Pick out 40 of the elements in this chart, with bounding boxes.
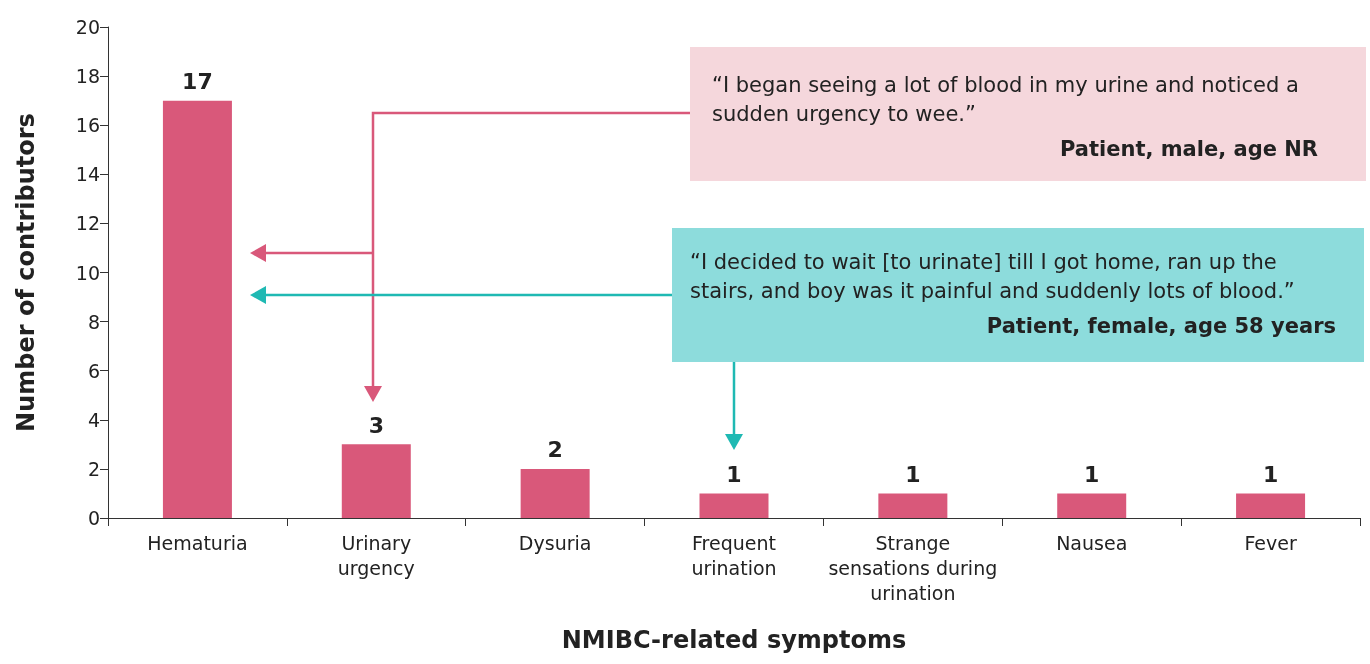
- y-tick-label: 2: [87, 457, 100, 480]
- data-label: 3: [368, 412, 384, 438]
- bar: [1236, 493, 1306, 518]
- x-axis-title: NMIBC-related symptoms: [561, 626, 907, 654]
- bar: [1057, 493, 1127, 518]
- bar: [520, 468, 590, 518]
- x-tick-label: Nausea: [1056, 531, 1128, 554]
- callout-box: “I decided to wait [to urinate] till I got home, ran up the stairs, and boy was it painful and suddenly lots of blood.” Patient, female, age 58 years: [672, 228, 1364, 362]
- y-tick-label: 6: [87, 359, 100, 382]
- annotation: “I began seeing a lot of blood in my urine and noticed a sudden urgency to wee.”: [712, 72, 1300, 128]
- y-tick-label: 14: [75, 163, 100, 186]
- x-tick-label: Hematuria: [147, 531, 248, 554]
- data-label: 1: [1084, 461, 1100, 487]
- data-label: 2: [547, 437, 563, 463]
- y-axis-title: Number of contributors: [12, 113, 40, 432]
- data-label: 17: [182, 69, 213, 95]
- y-tick-label: 0: [87, 507, 100, 529]
- x-tick-label: Urinary urgency: [337, 531, 415, 579]
- annotation: Patient, female, age 58 years: [985, 313, 1336, 340]
- callout-box: “I began seeing a lot of blood in my urine and noticed a sudden urgency to wee.” Patient, male, age NR: [690, 47, 1366, 181]
- y-tick-label: 18: [75, 65, 100, 88]
- annotation: Patient, male, age NR: [1058, 136, 1318, 163]
- bar: [878, 493, 948, 518]
- bar: [341, 444, 411, 518]
- x-tick-label: Strange sensations during urination: [828, 531, 998, 604]
- bar: [699, 493, 769, 518]
- data-label: 1: [1262, 461, 1279, 487]
- x-tick-label: Fever: [1244, 531, 1297, 554]
- bar: [162, 100, 232, 518]
- y-tick-label: 10: [75, 261, 100, 284]
- data-label: 1: [905, 461, 921, 487]
- annotation: “I decided to wait [to urinate] till I got home, ran up the stairs, and boy was it painful and suddenly lots of blood.”: [690, 249, 1296, 305]
- data-label: 1: [726, 461, 742, 487]
- y-tick-label: 4: [87, 408, 100, 431]
- x-tick-label: Frequent urination: [691, 531, 777, 579]
- y-tick-label: 8: [87, 310, 100, 333]
- x-tick-label: Dysuria: [518, 531, 592, 554]
- y-tick-label: 16: [75, 114, 100, 137]
- y-tick-label: 12: [75, 212, 100, 235]
- y-tick-label: 20: [75, 16, 100, 38]
